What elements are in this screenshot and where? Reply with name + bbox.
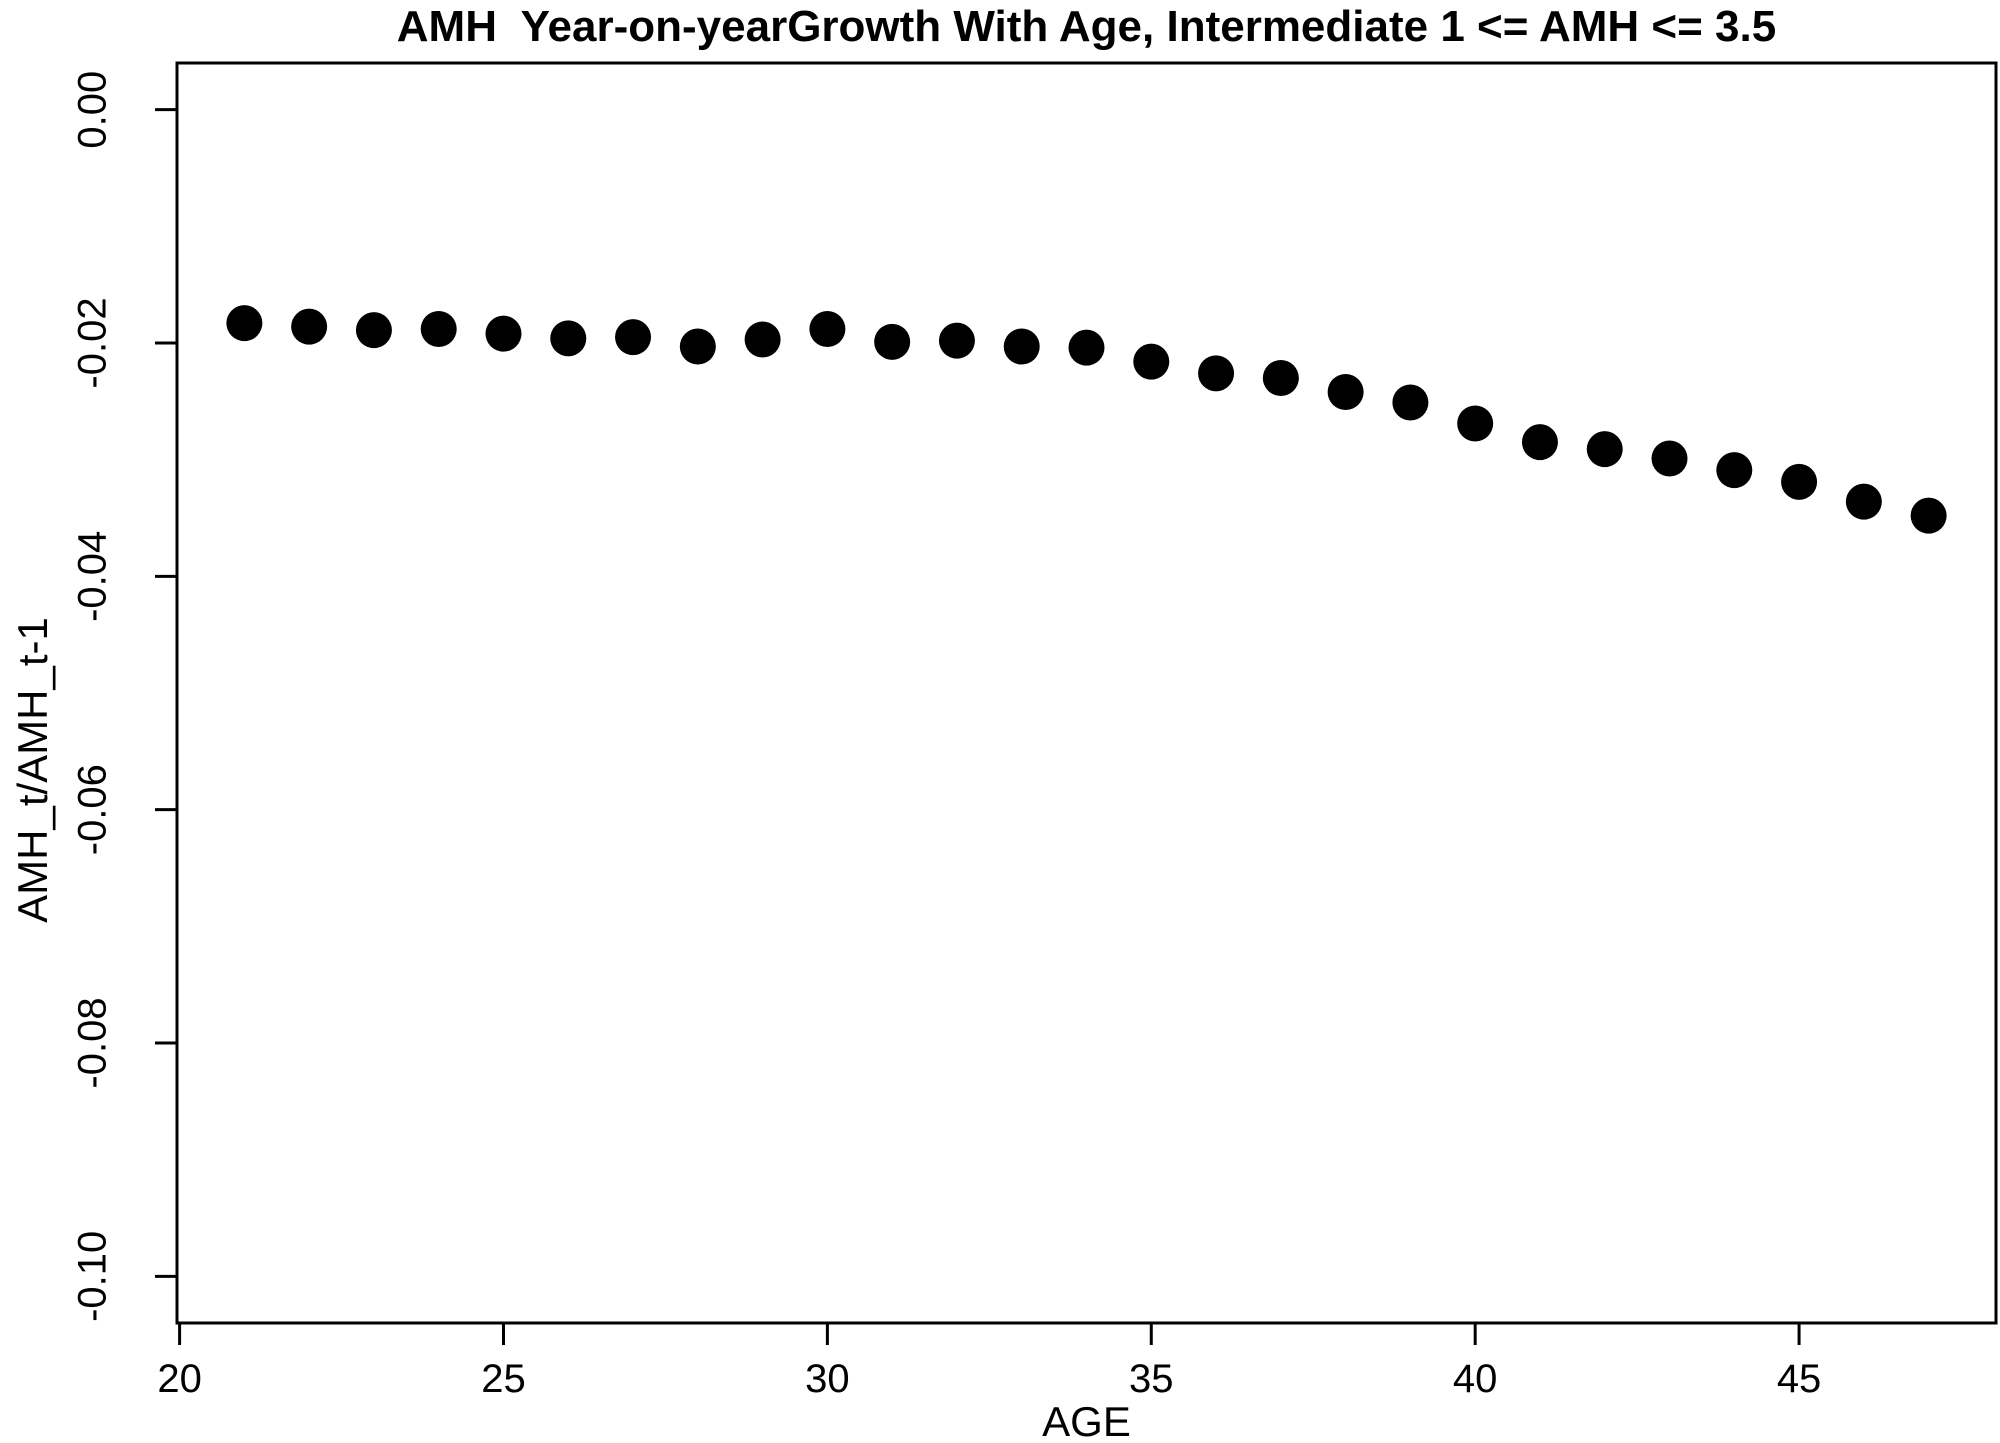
data-point [291, 308, 328, 345]
data-point [355, 312, 392, 349]
x-tick-label: 45 [1777, 1357, 1822, 1401]
y-axis-title: AMH_t/AMH_t-1 [9, 617, 56, 923]
data-point [1521, 424, 1558, 461]
data-point [1651, 440, 1688, 477]
x-axis-title: AGE [1042, 1398, 1131, 1443]
y-tick-label: -0.04 [71, 531, 115, 622]
data-point [744, 321, 781, 358]
data-point [679, 328, 716, 365]
data-point [1133, 343, 1170, 380]
chart-title: AMH Year-on-yearGrowth With Age, Interme… [396, 2, 1777, 51]
data-point [1392, 384, 1429, 421]
data-point [1327, 374, 1364, 410]
y-tick-label: -0.02 [71, 297, 115, 388]
data-point [1586, 431, 1623, 468]
x-tick-label: 40 [1453, 1357, 1498, 1401]
data-point [550, 320, 587, 357]
data-point [1262, 360, 1299, 396]
data-point [485, 315, 522, 352]
x-tick-label: 20 [157, 1357, 202, 1401]
data-point [1781, 463, 1818, 500]
y-tick-label: -0.08 [71, 997, 115, 1088]
x-tick-label: 35 [1129, 1357, 1174, 1401]
data-point [1198, 355, 1235, 392]
data-point [1910, 497, 1947, 534]
data-point [874, 323, 911, 360]
data-point [809, 311, 846, 347]
x-tick-label: 30 [805, 1357, 850, 1401]
y-tick-label: -0.10 [71, 1231, 115, 1322]
y-tick-label: -0.06 [71, 764, 115, 855]
data-point [1845, 483, 1882, 520]
y-tick-label: 0.00 [71, 71, 115, 149]
data-point [1068, 329, 1105, 366]
data-point [420, 311, 457, 347]
data-point [938, 322, 975, 359]
data-point [1457, 405, 1494, 442]
plot-box [175, 61, 1998, 1325]
data-point [226, 305, 263, 342]
data-point [1003, 328, 1040, 365]
x-tick-label: 25 [481, 1357, 526, 1401]
data-point [615, 319, 652, 356]
data-point [1716, 452, 1753, 489]
